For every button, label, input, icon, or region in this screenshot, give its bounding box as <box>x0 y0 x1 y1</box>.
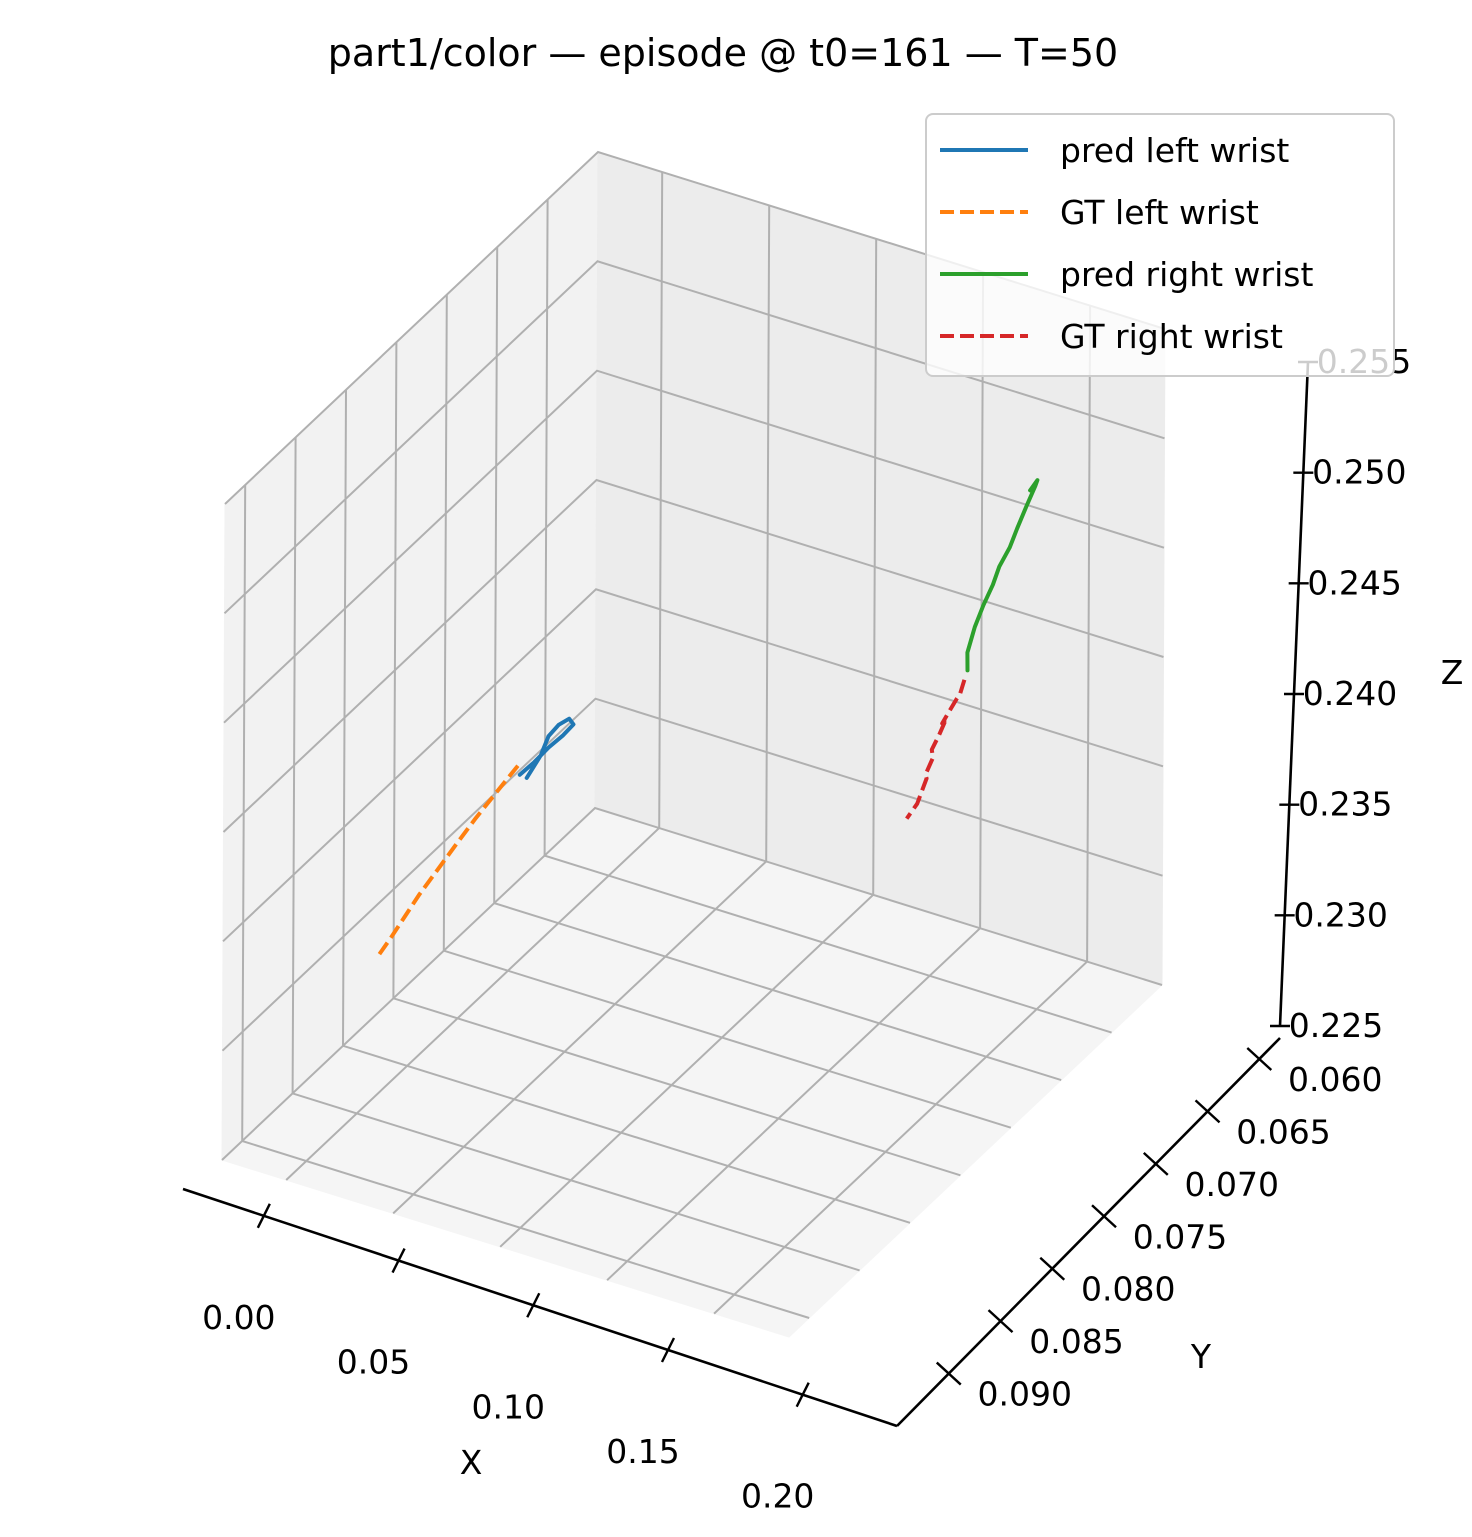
y-tick-mark <box>987 1309 1014 1334</box>
x-tick-mark <box>256 1203 271 1229</box>
x-tick-label: 0.00 <box>202 1298 275 1337</box>
x-tick-label: 0.05 <box>337 1343 410 1382</box>
y-axis-label: Y <box>1190 1337 1212 1376</box>
series-line-2 <box>376 764 520 957</box>
z-grid-line <box>221 697 1163 1052</box>
data-series <box>376 478 1040 957</box>
y-tick-mark <box>1194 1099 1221 1124</box>
x-tick-label: 0.10 <box>472 1387 545 1426</box>
y-tick-mark <box>935 1361 962 1386</box>
y-tick-label: 0.080 <box>1081 1270 1175 1309</box>
z-grid-line <box>222 588 1164 943</box>
z-axis-label: Z <box>1441 653 1464 692</box>
x-tick-mark <box>795 1382 810 1408</box>
z-tick-label: 0.230 <box>1293 895 1387 934</box>
z-tick-label: 0.240 <box>1303 674 1397 713</box>
y-axis-line <box>896 1037 1281 1427</box>
legend-entry-label: pred left wrist <box>1060 131 1289 170</box>
x-tick-mark <box>660 1337 676 1363</box>
legend: pred left wrist GT left wrist pred right w… <box>925 113 1395 377</box>
x-tick-label: 0.20 <box>741 1477 814 1516</box>
y-tick-label: 0.070 <box>1185 1165 1279 1204</box>
z-grid-line <box>222 478 1164 833</box>
y-tick-mark <box>1039 1256 1066 1281</box>
x-tick-mark <box>526 1292 541 1318</box>
z-tick-label: 0.225 <box>1289 1006 1383 1045</box>
y-tick-label: 0.060 <box>1288 1060 1382 1099</box>
legend-entry-label: GT right wrist <box>1060 317 1283 356</box>
y-tick-label: 0.065 <box>1236 1112 1330 1151</box>
y-tick-mark <box>1091 1204 1117 1229</box>
x-tick-mark <box>391 1248 406 1274</box>
z-tick-label: 0.235 <box>1298 785 1392 824</box>
z-tick-label: 0.245 <box>1307 563 1401 602</box>
z-grid-line <box>223 369 1165 724</box>
series-line-4 <box>905 679 967 820</box>
legend-frame <box>925 113 1395 377</box>
series-line-3 <box>965 478 1040 673</box>
x-tick-label: 0.15 <box>606 1432 679 1471</box>
y-tick-label: 0.090 <box>978 1375 1072 1414</box>
chart-title: part1/color — episode @ t0=161 — T=50 <box>328 31 1118 75</box>
legend-entry-label: pred right wrist <box>1060 255 1313 294</box>
y-tick-mark <box>1142 1151 1169 1176</box>
z-grid-line <box>223 260 1165 615</box>
x-axis-line <box>182 1187 898 1428</box>
series-line-1 <box>517 716 576 780</box>
grid-lines <box>221 150 1166 1319</box>
legend-entry-label: GT left wrist <box>1060 193 1259 232</box>
y-tick-label: 0.075 <box>1133 1217 1227 1256</box>
z-grid-line <box>221 806 1163 1161</box>
y-tick-mark <box>1246 1047 1273 1071</box>
x-axis-label: X <box>460 1443 483 1482</box>
z-tick-label: 0.250 <box>1312 453 1406 492</box>
y-tick-label: 0.085 <box>1029 1322 1123 1361</box>
